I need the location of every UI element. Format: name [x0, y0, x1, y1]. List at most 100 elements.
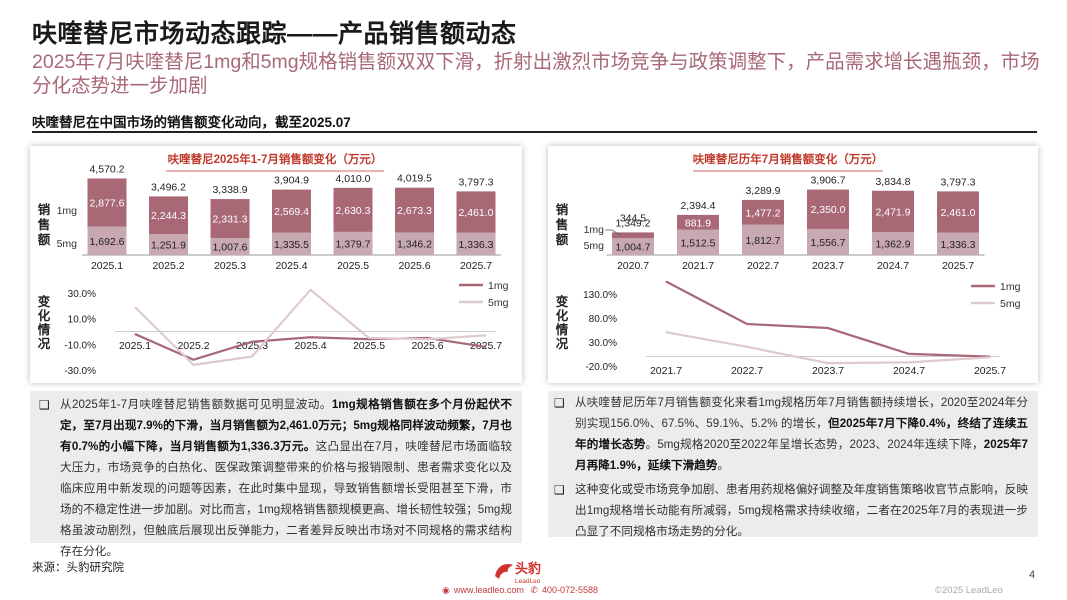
- bullet-icon: ❑: [554, 483, 565, 497]
- bar-total-label: 3,797.3: [940, 176, 975, 188]
- section-divider: [32, 131, 1037, 133]
- bar-1mg-value-label: 2,630.3: [335, 205, 370, 217]
- bar-1mg: [937, 191, 979, 233]
- logo-en-text: LeadLeo: [515, 578, 541, 585]
- line-series-1mg: [665, 280, 991, 358]
- line-axis-label-char: 情: [38, 322, 51, 337]
- line-point-1mg: [665, 281, 667, 283]
- right-note-paragraph-1: ❑ 从呋喹替尼历年7月销售额变化来看1mg规格历年7月销售额持续增长，2020至…: [554, 392, 1028, 476]
- left-notes: ❑ 从2025年1-7月呋喹替尼销售额数据可见明显波动。1mg规格销售额在多个月…: [30, 391, 522, 558]
- bar-5mg: [395, 232, 434, 255]
- bar-total-label: 3,904.9: [274, 175, 309, 187]
- bar-1mg: [149, 196, 188, 235]
- line-point-1mg: [193, 359, 194, 361]
- line-point-1mg: [827, 327, 829, 329]
- bar-1mg-value-label: 2,673.3: [397, 205, 432, 217]
- page-title: 呋喹替尼市场动态跟踪——产品销售额动态: [32, 20, 517, 48]
- legend-label-1mg: 1mg: [1000, 281, 1021, 293]
- line-y-tick-label: -20.0%: [585, 362, 617, 373]
- bar-1mg-value-label: 344.5: [620, 212, 646, 224]
- bar-category-label: 2021.7: [682, 260, 714, 272]
- line-category-label: 2023.7: [812, 365, 844, 377]
- right-note-paragraph-2: ❑ 这种变化或受市场竞争加剧、患者用药规格偏好调整及年度销售策略收官节点影响，反…: [554, 479, 1028, 542]
- bar-category-label: 2025.2: [152, 260, 184, 272]
- bar-1mg: [395, 187, 434, 233]
- bullet-icon: ❑: [39, 398, 50, 412]
- legend-label-5mg: 5mg: [1000, 298, 1021, 310]
- line-category-label: 2021.7: [650, 365, 682, 377]
- bar-5mg-value-label: 1,556.7: [810, 237, 845, 249]
- phone-number: 400-072-5588: [541, 585, 599, 595]
- bar-1mg: [333, 187, 373, 232]
- bar-5mg: [742, 224, 784, 255]
- bar-5mg-value-label: 1,336.3: [458, 239, 493, 251]
- line-axis-label-char: 化: [556, 308, 569, 323]
- line-point-5mg: [908, 361, 910, 363]
- right-chart-panel: 呋喹替尼历年7月销售额变化（万元）销售额 1mg 5mg 1,004.7 344.5 1,…: [548, 146, 1038, 383]
- bar-5mg-value-label: 1,335.5: [274, 239, 309, 251]
- line-point-5mg: [746, 346, 748, 348]
- website-link[interactable]: www.leadleo.com: [453, 585, 524, 595]
- bar-total-label: 2,394.4: [680, 200, 715, 212]
- line-point-5mg: [368, 337, 370, 339]
- line-point-5mg: [310, 289, 311, 291]
- bar-axis-label-char: 销: [38, 202, 51, 217]
- bar-1mg: [612, 232, 654, 239]
- leopard-icon: [495, 564, 513, 579]
- line-y-tick-label: 30.0%: [589, 338, 617, 349]
- line-axis-label-char: 化: [38, 308, 51, 323]
- bar-1mg-value-label: 2,471.9: [875, 206, 910, 218]
- bar-5mg-value-label: 1,692.6: [89, 236, 124, 248]
- right-notes: ❑ 从呋喹替尼历年7月销售额变化来看1mg规格历年7月销售额持续增长，2020至…: [548, 391, 1038, 538]
- line-category-label: 2025.5: [353, 340, 385, 352]
- bar-5mg: [210, 238, 250, 255]
- bar-5mg-value-label: 1,512.5: [680, 237, 715, 249]
- bar-1mg-value-label: 2,331.3: [212, 214, 247, 226]
- line-y-tick-label: 130.0%: [583, 290, 617, 301]
- bar-5mg: [87, 226, 127, 255]
- bar-category-label: 2025.5: [337, 260, 369, 272]
- bar-5mg-value-label: 1,004.7: [615, 242, 650, 254]
- bar-5mg: [807, 228, 849, 255]
- chart-title: 呋喹替尼2025年1-7月销售额变化（万元）: [168, 152, 383, 166]
- legend-label-5mg: 5mg: [488, 297, 509, 309]
- bar-5mg: [872, 232, 914, 255]
- bar-5mg-value-label: 1,007.6: [212, 242, 247, 254]
- bar-5mg-value-label: 1,336.3: [940, 239, 975, 251]
- bar-total-label: 3,906.7: [810, 175, 845, 187]
- line-point-5mg: [827, 362, 829, 364]
- bar-total-label: 3,338.9: [212, 184, 247, 196]
- line-point-1mg: [746, 323, 748, 325]
- line-series-5mg: [134, 288, 487, 366]
- bar-5mg-value-label: 1,812.7: [745, 235, 780, 247]
- bar-1mg: [272, 189, 311, 233]
- bar-axis-label-char: 额: [556, 232, 569, 247]
- bar-total-label: 3,834.8: [875, 176, 910, 188]
- bar-axis-label-char: 销: [556, 202, 569, 217]
- left-chart-panel: 呋喹替尼2025年1-7月销售额变化（万元） 销售额 1mg 5mg 1,692.6 2,…: [30, 146, 522, 383]
- line-series-5mg: [665, 331, 991, 365]
- line-point-1mg: [485, 346, 487, 348]
- bar-1mg-value-label: 1,477.2: [745, 207, 780, 219]
- bar-1mg: [807, 189, 849, 229]
- bar-category-label: 2025.4: [275, 260, 307, 272]
- bar-category-label: 2025.1: [91, 260, 123, 272]
- page-subtitle: 2025年7月呋喹替尼1mg和5mg规格销售额双双下滑，折射出激烈市场竞争与政策…: [32, 51, 1040, 97]
- left-chart-svg: 呋喹替尼2025年1-7月销售额变化（万元） 销售额 1mg 5mg 1,692.6 2,…: [38, 152, 509, 377]
- legend-label-1mg: 1mg: [488, 280, 509, 292]
- bar-1mg: [742, 199, 784, 225]
- line-point-1mg: [908, 353, 910, 355]
- line-point-5mg: [193, 364, 194, 366]
- bar-5mg-value-label: 1,251.9: [151, 240, 186, 252]
- bar-total-label: 4,010.0: [335, 173, 370, 185]
- line-point-5mg: [989, 356, 991, 358]
- bar-1mg: [210, 199, 250, 239]
- line-axis-label-char: 况: [38, 337, 51, 351]
- bar-axis-label-char: 售: [556, 217, 569, 232]
- bar-axis-label-char: 售: [38, 217, 51, 232]
- bar-series-label-1mg: 1mg: [57, 205, 78, 217]
- bar-5mg: [272, 232, 311, 255]
- bar-total-label: 3,289.9: [745, 185, 780, 197]
- bar-category-label: 2023.7: [812, 260, 844, 272]
- bar-category-label: 2025.7: [460, 260, 492, 272]
